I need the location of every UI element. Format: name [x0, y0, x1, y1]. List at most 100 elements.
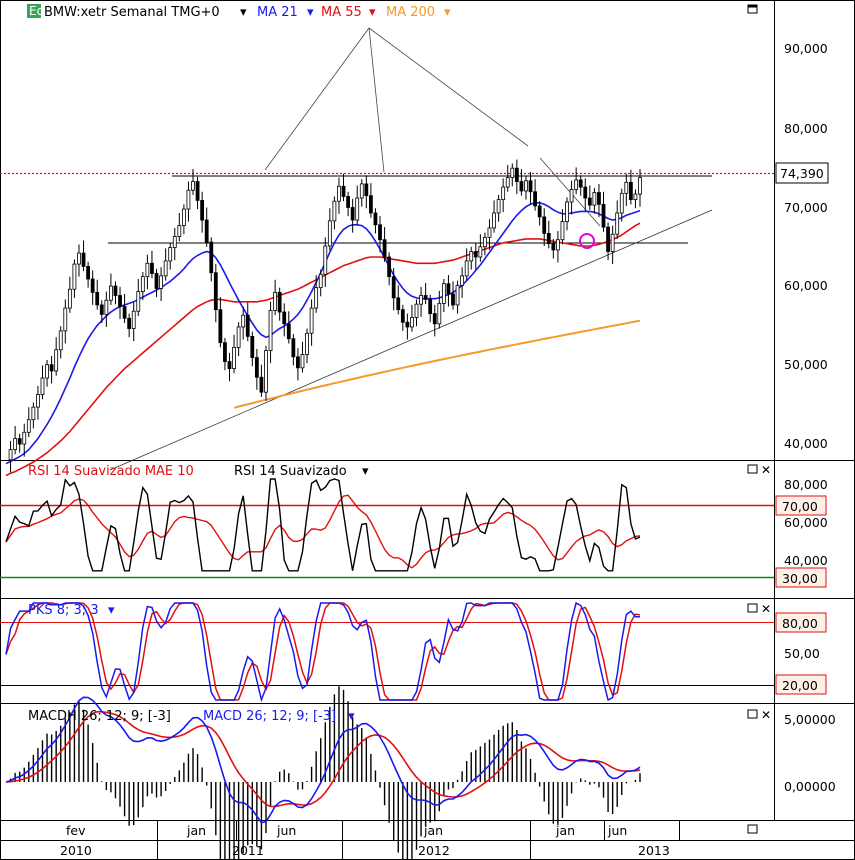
candle-body: [615, 212, 620, 235]
last-price-badge: [775, 162, 829, 184]
pks-close-icon[interactable]: ✕: [761, 602, 771, 616]
candle-body: [273, 291, 278, 311]
candle-body: [638, 177, 642, 195]
year-label: 2013: [638, 843, 670, 858]
symbol-label[interactable]: BMW:xetr Semanal TMG+0: [44, 5, 220, 20]
candle-body: [22, 431, 27, 445]
candle-body: [460, 275, 465, 286]
rsi-dropdown-icon[interactable]: ▾: [362, 464, 369, 479]
candle-body: [514, 167, 519, 182]
rsi-lower-badge: [775, 567, 827, 588]
macd-maximize-icon[interactable]: [747, 709, 758, 719]
ma55-dropdown-icon[interactable]: ▾: [369, 5, 376, 20]
candle-body: [86, 266, 91, 280]
candle-body: [414, 303, 419, 318]
symbol-dropdown-icon[interactable]: ▾: [240, 5, 247, 20]
year-label: 2011: [232, 843, 264, 858]
candle-body: [423, 295, 428, 300]
candle-body: [236, 326, 241, 348]
rsi-signal-legend[interactable]: RSI 14 Suavizado MAE 10: [28, 464, 194, 479]
candle-body: [264, 350, 268, 393]
candle-body: [291, 338, 296, 358]
candle-body: [510, 167, 515, 179]
year-label: 2012: [418, 843, 450, 858]
rsi-line-legend[interactable]: RSI 14 Suavizado: [234, 464, 347, 479]
pks-maximize-icon[interactable]: [747, 603, 758, 613]
candle-body: [200, 200, 205, 221]
candle-body: [410, 317, 414, 328]
candle-body: [619, 192, 624, 214]
year-label: 2010: [60, 843, 92, 858]
candle-body: [346, 196, 350, 208]
pks-dropdown-icon[interactable]: ▾: [108, 603, 115, 618]
rsi-upper-badge: [775, 495, 827, 516]
candle-body: [378, 224, 382, 241]
candle-body: [332, 200, 337, 222]
candle-body: [483, 236, 487, 248]
macdh-legend[interactable]: MACDH 26; 12; 9; [-3]: [28, 709, 171, 724]
macd-close-icon[interactable]: ✕: [761, 708, 771, 722]
price-tick-label: 90,000: [784, 41, 828, 56]
candle-body: [13, 438, 18, 450]
candle-body: [277, 291, 282, 313]
candle-body: [241, 314, 246, 328]
candle-body: [218, 309, 223, 344]
ma200-dropdown-icon[interactable]: ▾: [444, 5, 451, 20]
candle-body: [464, 260, 469, 277]
candle-body: [300, 354, 305, 369]
candle-body: [268, 310, 273, 351]
time-axis: fev jan jun jan jan jun 2010 2011 2012 2…: [60, 820, 758, 860]
macd-legend[interactable]: MACD 26; 12; 9; [-3]: [203, 709, 336, 724]
pks-lower-badge: [775, 674, 827, 695]
candle-body: [40, 377, 45, 395]
price-tick-label: 80,000: [784, 121, 828, 136]
candle-body: [400, 309, 405, 323]
rsi-maximize-icon[interactable]: [747, 464, 758, 474]
candle-body: [432, 313, 437, 325]
candle-body: [127, 317, 132, 329]
rsi-upper-badge-value: 70,00: [782, 499, 818, 514]
candle-body: [99, 304, 104, 315]
rsi-close-icon[interactable]: ✕: [761, 463, 771, 477]
candle-body: [186, 189, 191, 210]
candle-body: [519, 181, 524, 192]
candle-body: [473, 251, 478, 258]
candle-body: [341, 185, 346, 197]
candle-body: [446, 283, 451, 295]
candle-body: [122, 306, 127, 319]
candle-body: [323, 245, 328, 275]
month-label: jan: [423, 823, 443, 838]
candle-body: [90, 278, 95, 293]
candle-body: [592, 192, 597, 206]
candle-body: [95, 291, 100, 306]
time-axis-ticks: [157, 820, 680, 860]
eq-icon[interactable]: [27, 4, 41, 18]
ma200-legend[interactable]: MA 200: [386, 5, 435, 20]
rising-trendline: [109, 209, 713, 471]
time-axis-maximize-icon[interactable]: [747, 824, 758, 834]
candle-body: [391, 276, 396, 299]
candle-body: [555, 239, 560, 251]
pks-lower-badge-value: 20,00: [782, 678, 818, 693]
price-axis-labels: 90,000 80,000 70,000 60,000 50,000 40,00…: [775, 41, 829, 451]
candle-body: [542, 216, 547, 234]
candle-body: [373, 212, 378, 226]
candle-body: [63, 307, 68, 332]
candle-body: [628, 181, 633, 201]
candle-body: [364, 183, 369, 197]
macd-dropdown-icon[interactable]: ▾: [348, 709, 355, 724]
pks-legend[interactable]: PKS 8; 3; 3: [28, 603, 99, 618]
month-label: fev: [66, 823, 86, 838]
candle-body: [245, 314, 250, 337]
highlight-circle: [579, 233, 595, 249]
candle-body: [546, 233, 551, 245]
ma55-legend[interactable]: MA 55: [321, 5, 362, 20]
ma21-dropdown-icon[interactable]: ▾: [307, 5, 314, 20]
ma21-legend[interactable]: MA 21: [257, 5, 298, 20]
candle-body: [314, 287, 319, 309]
candle-body: [109, 285, 113, 301]
candle-body: [601, 203, 606, 228]
maximize-icon[interactable]: [747, 4, 758, 14]
candle-body: [382, 239, 387, 258]
